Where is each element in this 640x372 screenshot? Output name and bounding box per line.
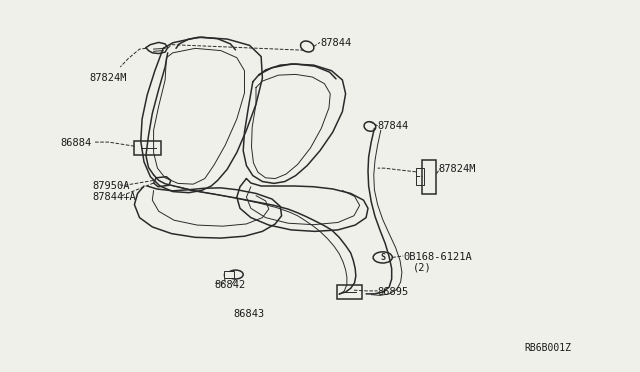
Text: S: S xyxy=(380,253,385,262)
Text: 87950A: 87950A xyxy=(93,181,131,191)
Text: 87844: 87844 xyxy=(320,38,351,48)
Text: 87844: 87844 xyxy=(378,122,409,131)
Text: RB6B001Z: RB6B001Z xyxy=(525,343,572,353)
Text: 87824M: 87824M xyxy=(90,73,127,83)
Text: 86884: 86884 xyxy=(61,138,92,148)
Text: 86843: 86843 xyxy=(234,310,265,319)
Text: 86895: 86895 xyxy=(378,287,409,297)
Text: 87844+A: 87844+A xyxy=(93,192,136,202)
Bar xyxy=(224,271,234,278)
Bar xyxy=(416,168,424,185)
Text: 0B168-6121A: 0B168-6121A xyxy=(403,252,472,262)
Text: 87824M: 87824M xyxy=(438,164,476,174)
Bar xyxy=(134,141,161,155)
Text: (2): (2) xyxy=(413,263,431,273)
Text: 86842: 86842 xyxy=(214,280,246,289)
Bar xyxy=(422,160,436,194)
Bar xyxy=(337,285,362,299)
